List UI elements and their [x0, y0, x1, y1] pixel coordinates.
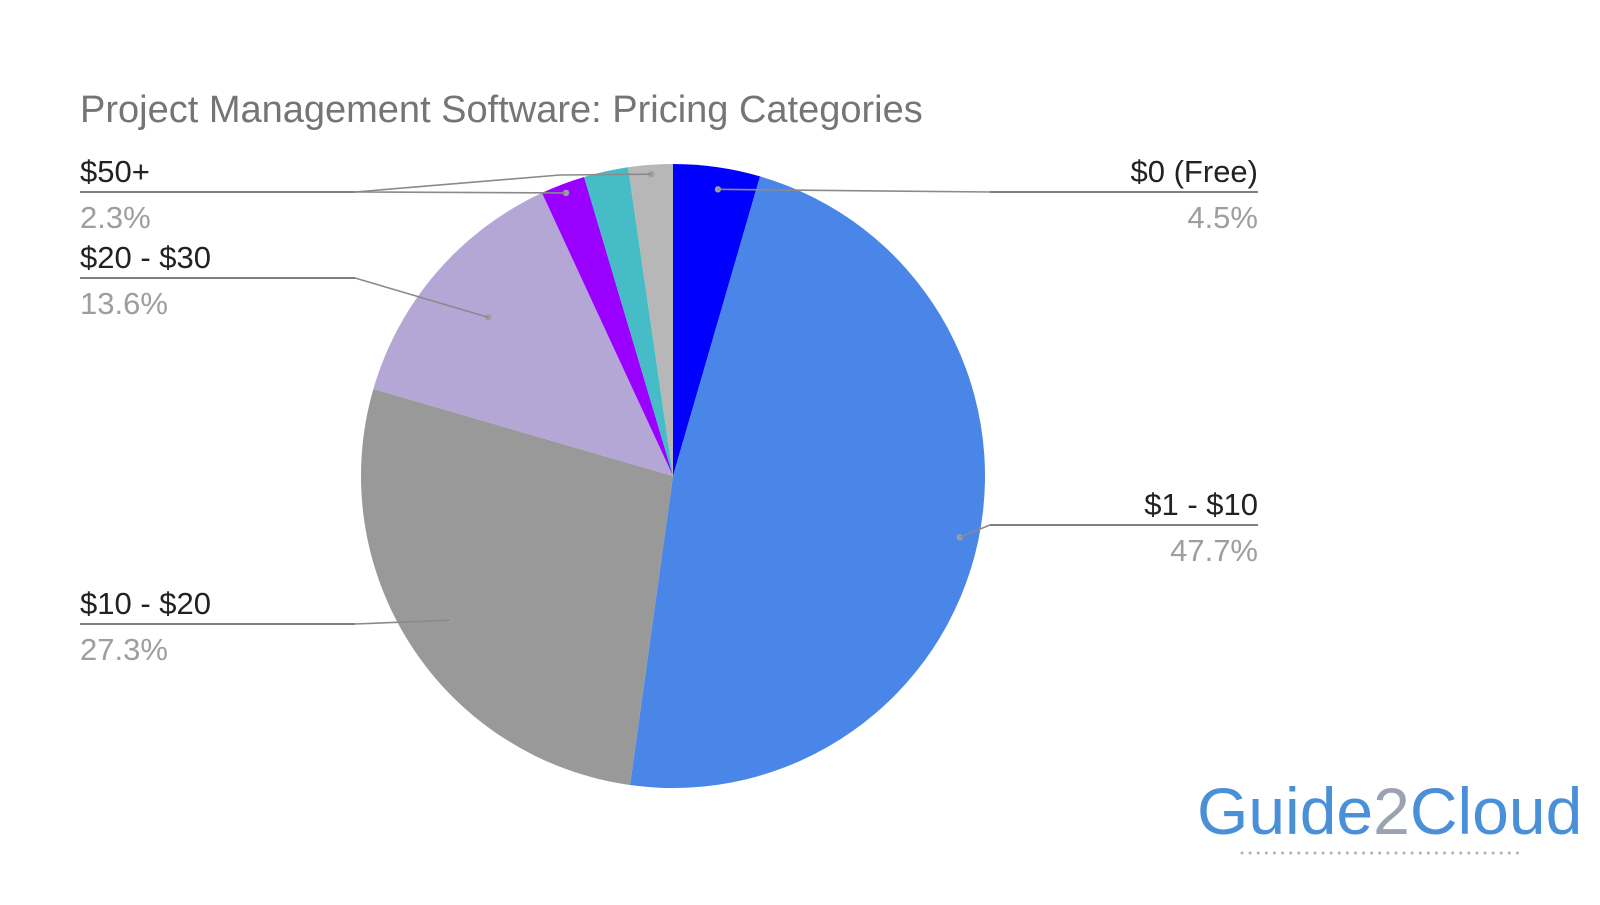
pie-slice-6 — [584, 167, 673, 476]
watermark-logo: Guide2Cloud — [1197, 774, 1582, 855]
slice-label-4: $20 - $30 — [80, 240, 211, 275]
watermark-text-part1: Guide — [1197, 774, 1373, 848]
leader-line-2 — [959, 524, 991, 539]
pie-slice-4 — [373, 192, 673, 476]
slice-label-3: $10 - $20 — [80, 586, 211, 621]
leader-line-3 — [354, 619, 451, 625]
leader-line-5 — [354, 191, 567, 194]
chart-title: Project Management Software: Pricing Cat… — [80, 89, 923, 131]
slice-percent-3: 27.3% — [80, 632, 168, 667]
pie-slice-7 — [628, 164, 673, 476]
watermark-text-part2: 2 — [1373, 774, 1410, 848]
slice-percent-5: 2.3% — [80, 200, 151, 235]
watermark-text-part3: Cloud — [1410, 774, 1582, 848]
watermark-text: Guide2Cloud — [1197, 774, 1582, 848]
leader-line-4 — [354, 277, 489, 319]
slice-percent-4: 13.6% — [80, 286, 168, 321]
pie-slices — [360, 164, 986, 789]
slice-percent-1: 4.5% — [1187, 200, 1258, 235]
pie-slice-2 — [630, 176, 986, 789]
slice-label-2: $1 - $10 — [1144, 487, 1258, 522]
leader-line-7 — [354, 173, 652, 193]
slice-labels: $0 (Free) 4.5% $1 - $10 47.7% $10 - $20 27.3%… — [80, 154, 1258, 667]
slice-label-1: $0 (Free) — [1131, 154, 1258, 189]
slice-label-5: $50+ — [80, 154, 150, 189]
slice-percent-2: 47.7% — [1170, 533, 1258, 568]
leader-line-1 — [717, 188, 991, 193]
pie-slice-5 — [541, 176, 673, 476]
pie-slice-3 — [360, 388, 673, 786]
pie-slice-1 — [673, 164, 761, 476]
